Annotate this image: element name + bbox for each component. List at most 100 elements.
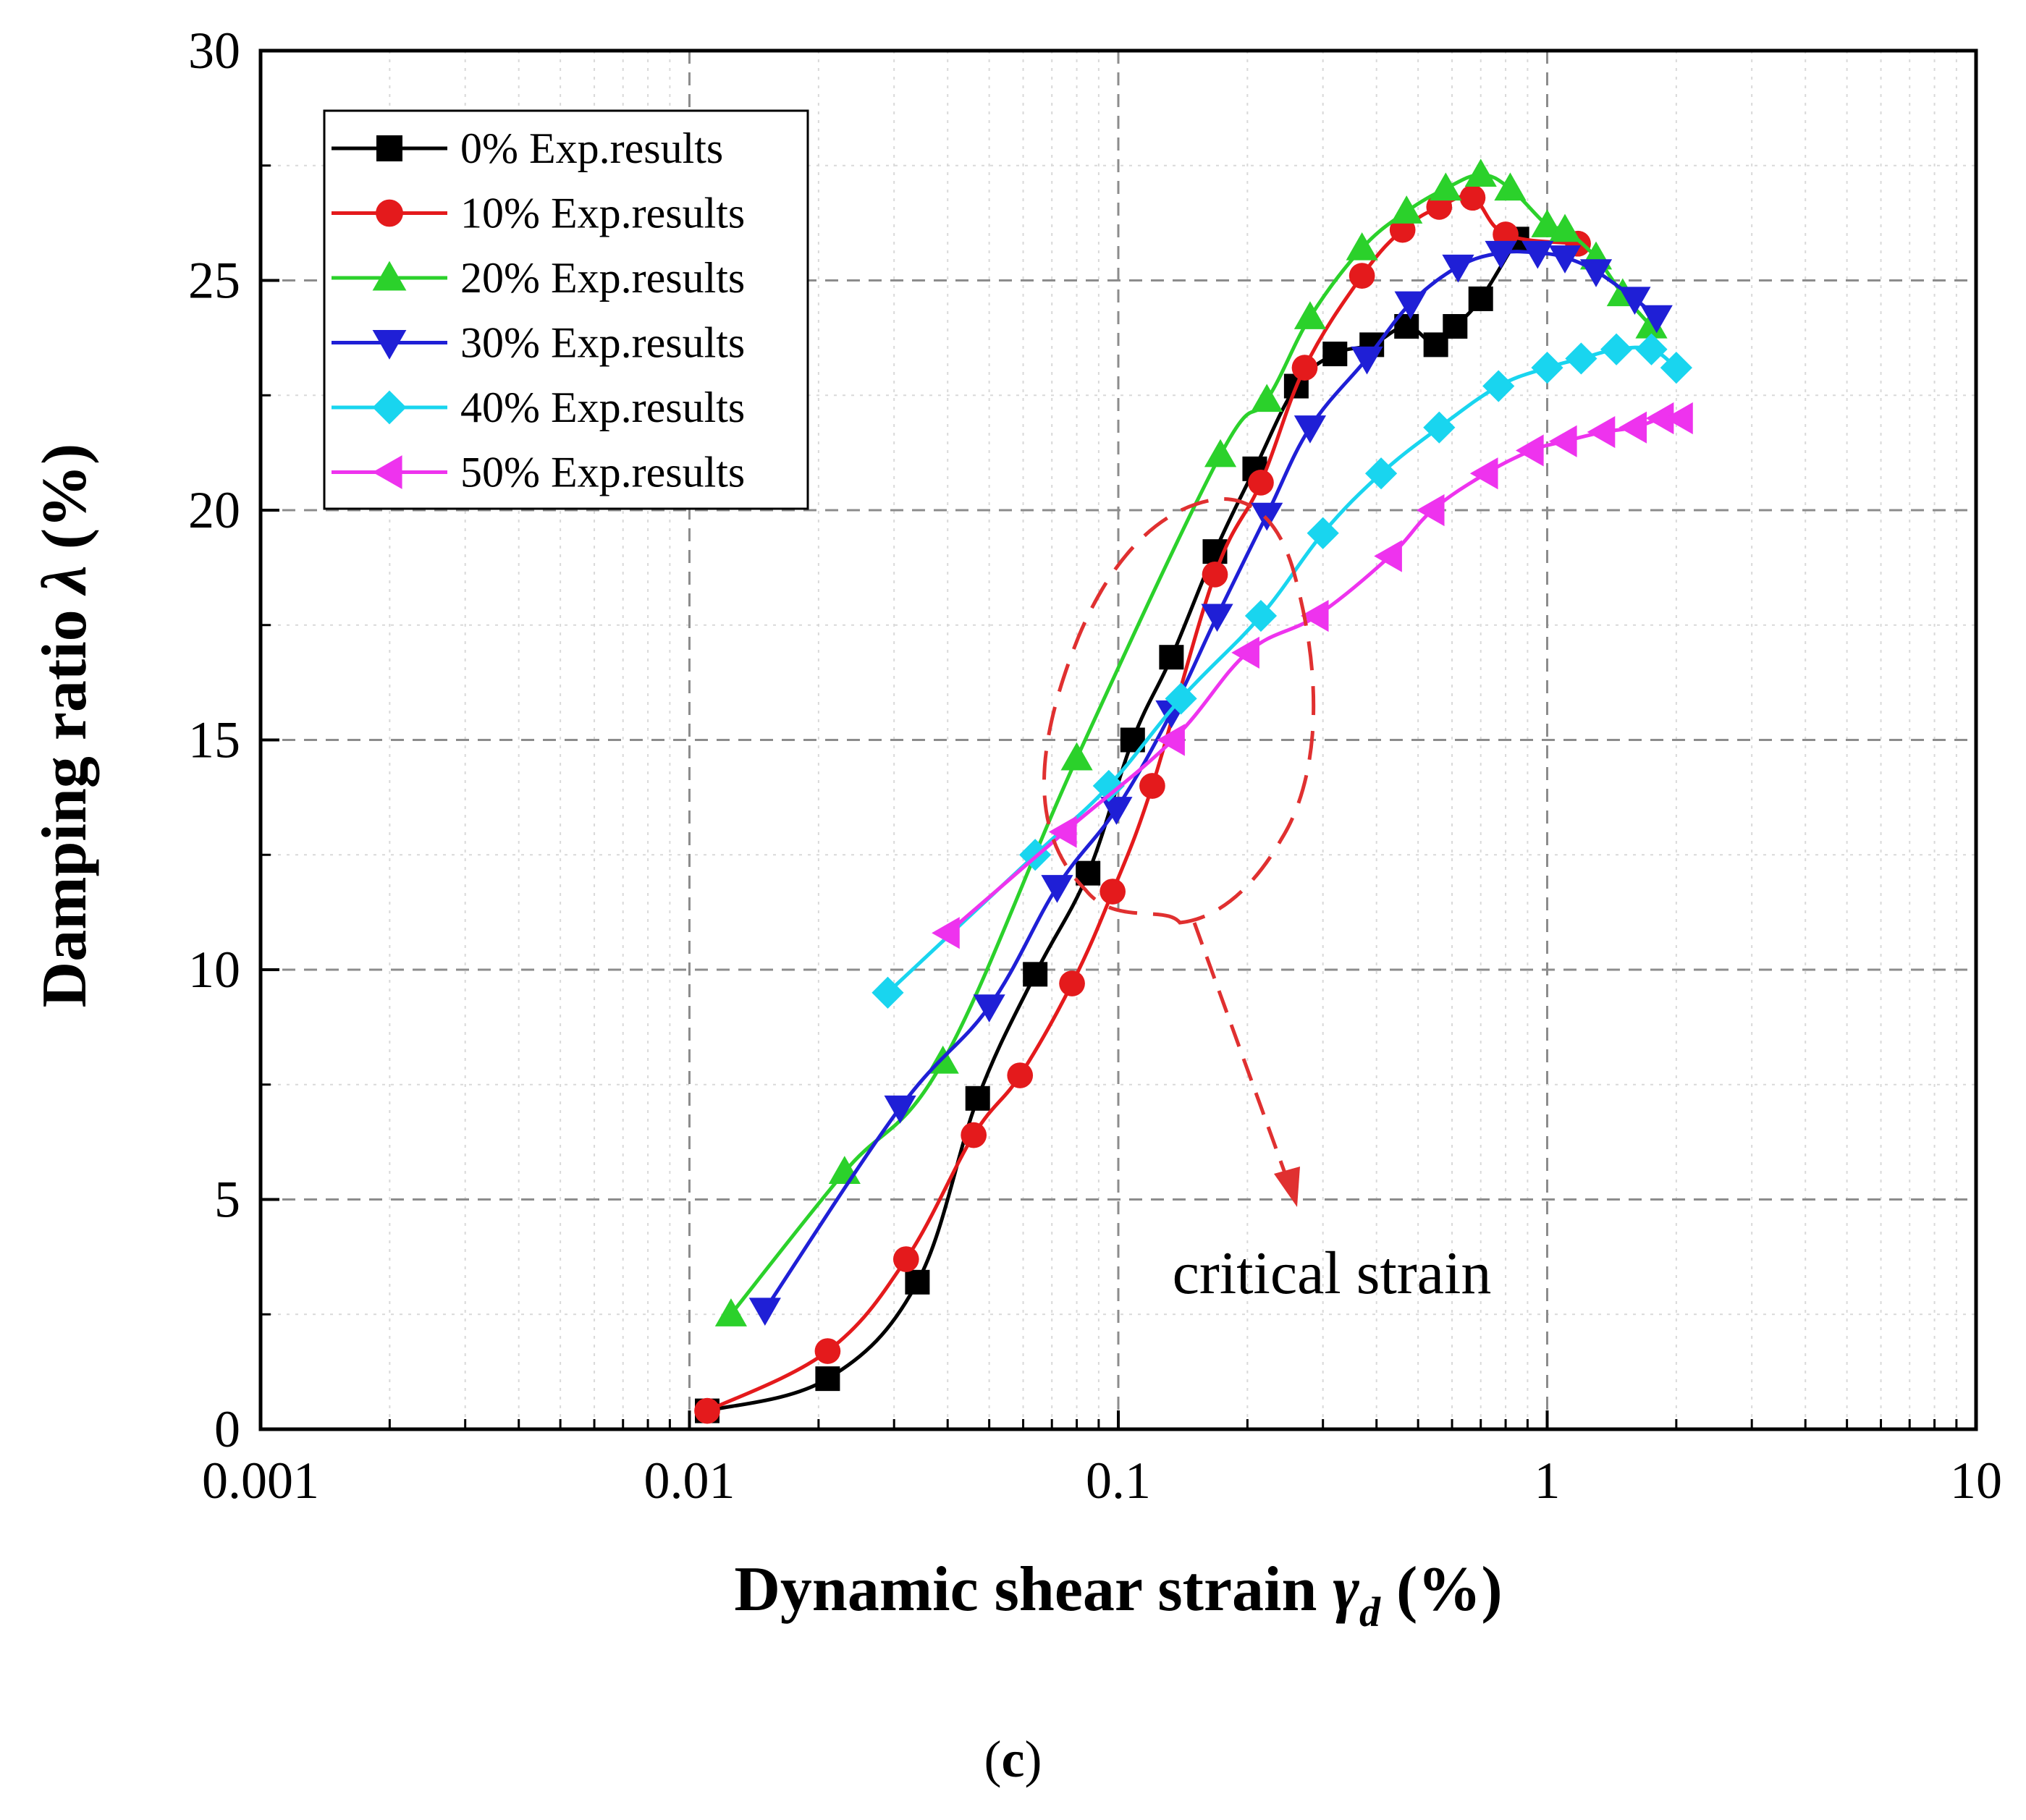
data-point xyxy=(1019,839,1052,871)
data-point xyxy=(1640,305,1673,334)
data-point xyxy=(1100,797,1133,825)
data-point xyxy=(1374,540,1402,572)
data-point xyxy=(1165,682,1197,715)
legend-item: 20% Exp.results xyxy=(332,254,745,302)
legend-marker xyxy=(372,455,402,489)
series-5 xyxy=(932,402,1693,949)
data-point xyxy=(1635,310,1668,339)
grid xyxy=(261,51,1976,1429)
legend: 0% Exp.results 10% Exp.results 20% Exp.res… xyxy=(323,109,809,510)
data-point xyxy=(814,1338,841,1364)
y-tick-label: 20 xyxy=(188,481,240,539)
data-point xyxy=(1521,240,1554,269)
data-point xyxy=(1394,291,1427,320)
legend-marker xyxy=(372,390,407,425)
series-4 xyxy=(871,333,1692,1009)
data-point xyxy=(1548,213,1582,242)
data-point xyxy=(1041,875,1073,903)
data-point xyxy=(1244,599,1278,632)
data-point xyxy=(1060,742,1093,771)
x-tick-label: 0.01 xyxy=(644,1452,735,1510)
data-point xyxy=(1059,970,1085,996)
data-point xyxy=(1348,263,1375,289)
data-point xyxy=(1587,415,1616,449)
data-point xyxy=(965,1085,990,1111)
data-point xyxy=(1548,245,1582,274)
data-point xyxy=(1565,342,1597,375)
x-tick-label: 0.1 xyxy=(1086,1452,1151,1510)
critical-strain-arrowhead xyxy=(1274,1167,1300,1207)
data-point xyxy=(1307,517,1339,549)
data-point xyxy=(1618,411,1647,444)
data-point xyxy=(1248,470,1274,496)
data-point xyxy=(1430,172,1462,201)
data-point xyxy=(1665,402,1693,435)
series-2 xyxy=(714,158,1668,1326)
x-axis-title: Dynamic shear strain γd (%) xyxy=(734,1554,1502,1635)
data-point xyxy=(1531,209,1563,237)
data-point xyxy=(1300,599,1329,632)
legend-label: 30% Exp.results xyxy=(460,319,745,367)
data-point xyxy=(1048,816,1077,848)
series-3 xyxy=(748,240,1673,1326)
critical-strain-annotation: critical strain xyxy=(1042,497,1492,1307)
data-point xyxy=(1322,342,1348,367)
data-point xyxy=(1346,232,1378,261)
legend-box xyxy=(323,109,809,510)
data-point xyxy=(1579,259,1613,287)
axes: 0.001 0.01 0.1 1 10 0 5 10 15 20 25 30 Dynamic shear… xyxy=(30,22,2002,1635)
data-point xyxy=(1645,402,1674,435)
x-tick-label: 10 xyxy=(1950,1452,2002,1510)
data-point xyxy=(892,1246,919,1272)
data-point xyxy=(1139,773,1165,799)
legend-item: 50% Exp.results xyxy=(332,449,745,496)
data-point xyxy=(1023,962,1048,987)
data-point xyxy=(1485,240,1517,269)
data-point xyxy=(1007,1062,1034,1088)
y-tick-label: 30 xyxy=(188,22,240,80)
y-tick-label: 15 xyxy=(188,711,240,769)
series-line xyxy=(706,238,1519,1413)
data-point xyxy=(815,1366,840,1392)
data-point xyxy=(1459,185,1486,211)
data-point xyxy=(1443,314,1468,339)
legend-label: 40% Exp.results xyxy=(460,384,745,431)
data-point xyxy=(1351,346,1383,375)
data-point xyxy=(905,1269,930,1295)
legend-label: 0% Exp.results xyxy=(460,124,723,172)
series-line xyxy=(946,415,1681,935)
data-point xyxy=(1635,333,1668,365)
data-point xyxy=(961,1122,987,1148)
legend-marker xyxy=(376,135,402,161)
data-point xyxy=(1548,425,1577,457)
legend-label: 10% Exp.results xyxy=(460,190,745,237)
data-point xyxy=(1600,333,1633,365)
y-tick-label: 5 xyxy=(214,1171,240,1229)
x-tick-label: 1 xyxy=(1535,1452,1561,1510)
data-point xyxy=(714,1298,748,1326)
legend-marker xyxy=(372,329,407,360)
data-point xyxy=(973,994,1005,1023)
data-point xyxy=(1442,254,1474,283)
data-point xyxy=(1231,636,1259,669)
data-point xyxy=(1515,434,1544,467)
legend-marker xyxy=(376,199,403,227)
critical-strain-ellipse xyxy=(1042,497,1316,925)
caption-letter: c xyxy=(1001,1730,1025,1788)
data-point xyxy=(1531,352,1563,384)
critical-strain-label: critical strain xyxy=(1173,1240,1492,1307)
data-point xyxy=(748,1298,781,1326)
data-point xyxy=(1159,645,1184,670)
data-point xyxy=(1099,879,1126,905)
data-point xyxy=(1494,172,1527,201)
data-point xyxy=(1293,415,1327,444)
data-point xyxy=(1157,724,1185,756)
legend-marker xyxy=(372,261,407,291)
data-point xyxy=(1464,158,1497,187)
legend-label: 20% Exp.results xyxy=(460,254,745,302)
series-line xyxy=(763,250,1658,1311)
legend-item: 30% Exp.results xyxy=(332,319,745,367)
data-point xyxy=(1482,370,1515,402)
data-point xyxy=(1390,195,1423,224)
data-point xyxy=(1251,384,1283,412)
